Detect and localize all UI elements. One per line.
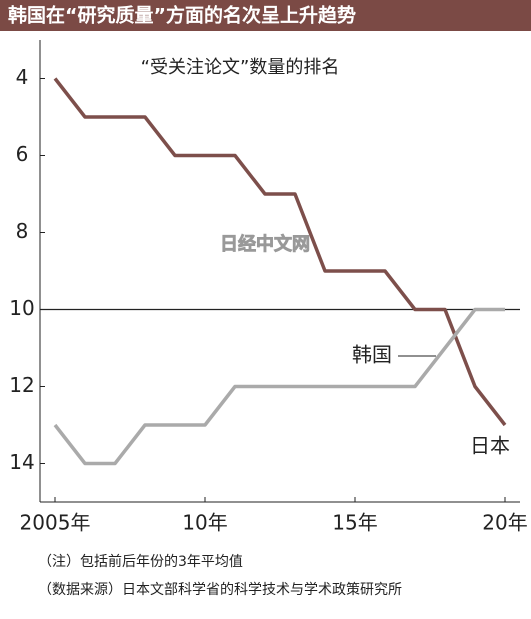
chart-subtitle: “受关注论文”数量的排名 [141,57,340,78]
watermark: 日经中文网 [220,233,310,255]
source-note: （数据来源）日本文部科学省的科学技术与学术政策研究所 [38,581,402,598]
x-tick-label: 2005年 [20,511,91,535]
y-tick-label: 10 [9,296,34,320]
series-line [53,307,505,466]
y-tick-label: 14 [9,450,34,474]
title-bar [0,0,531,31]
series-label: 日本 [470,434,510,458]
x-tick-label: 20年 [482,511,527,535]
x-tick-label: 10年 [182,511,227,535]
series-line [53,77,507,427]
y-tick-label: 4 [16,65,29,89]
series-label: 韩国 [352,343,392,367]
y-tick-label: 8 [16,219,29,243]
note: （注）包括前后年份的3年平均值 [38,553,243,570]
chart-title: 韩国在“研究质量”方面的名次呈上升趋势 [8,4,356,27]
x-tick-label: 15年 [332,511,377,535]
y-tick-label: 6 [16,142,29,166]
y-tick-label: 12 [9,373,34,397]
